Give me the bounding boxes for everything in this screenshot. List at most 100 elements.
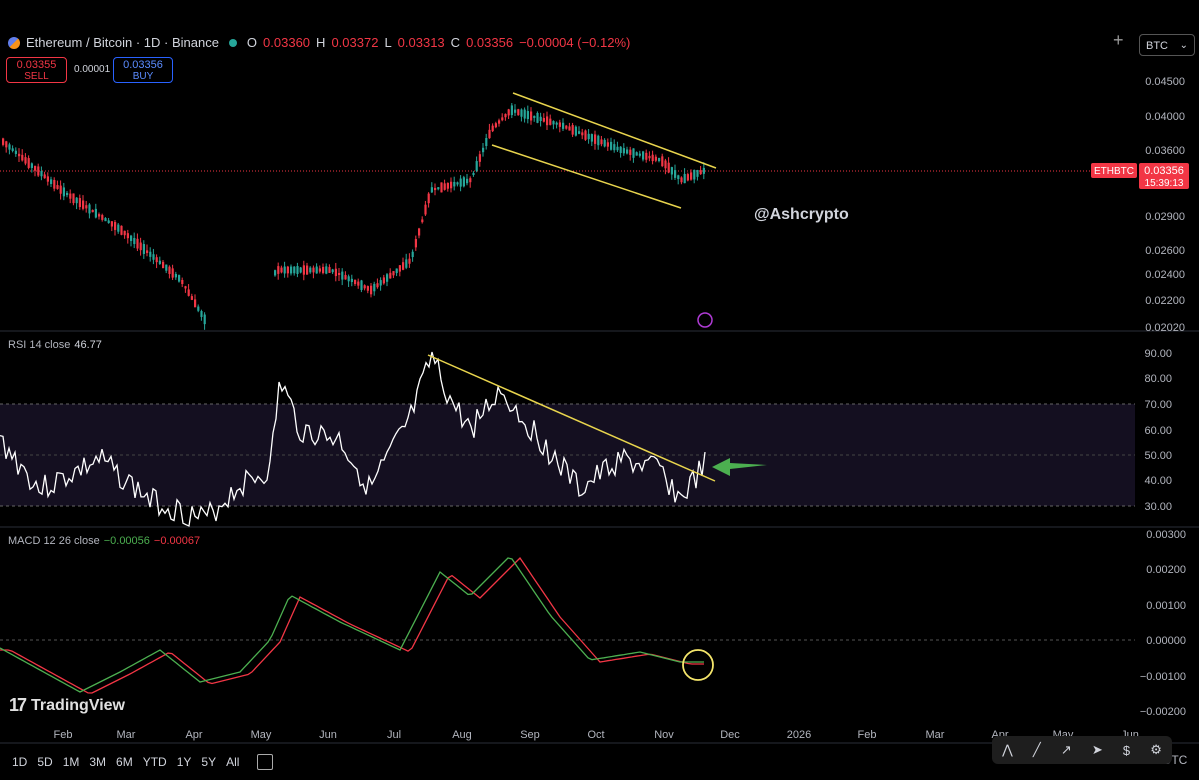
- settings-icon[interactable]: ⚙: [1150, 742, 1162, 757]
- time-axis-label: Aug: [452, 729, 472, 741]
- channel-upper-line: [512, 92, 717, 169]
- macd-axis-label: 0.00300: [1146, 529, 1186, 541]
- candle-body: [418, 228, 421, 236]
- buy-button[interactable]: 0.03356 BUY: [113, 57, 173, 83]
- candle-body: [88, 204, 91, 214]
- candle-body: [350, 278, 353, 282]
- candle-body: [443, 183, 446, 190]
- macd-line: [0, 557, 704, 693]
- candle-body: [584, 130, 587, 140]
- candle-body: [552, 121, 555, 125]
- timeframe-3m[interactable]: 3M: [89, 755, 107, 769]
- candle-body: [446, 182, 449, 189]
- currency-select-value: BTC: [1146, 40, 1168, 52]
- candle-body: [101, 215, 104, 220]
- coin-pair-icon: [8, 36, 20, 49]
- candle-body: [683, 173, 686, 184]
- timeframe-5y[interactable]: 5Y: [201, 755, 217, 769]
- candle-body: [366, 286, 369, 291]
- candle-body: [325, 266, 328, 274]
- currency-select[interactable]: BTC ⌄: [1139, 34, 1195, 56]
- candle-body: [600, 139, 603, 145]
- candle-body: [280, 267, 283, 273]
- candle-body: [411, 251, 414, 258]
- cursor-tool-icon[interactable]: ➤: [1091, 742, 1103, 757]
- candle-body: [674, 170, 677, 178]
- candle-body: [434, 187, 437, 191]
- symbol-tag-bg: [1091, 163, 1137, 178]
- brand-label: TradingView: [31, 696, 125, 714]
- candle-body: [34, 165, 37, 171]
- highlight-circle: [682, 649, 714, 681]
- candle-body: [315, 266, 318, 274]
- price-tool-icon[interactable]: $: [1122, 742, 1131, 758]
- rsi-axis-label: 50.00: [1144, 450, 1172, 462]
- timeframe-1m[interactable]: 1M: [62, 755, 80, 769]
- trendline-tool-icon[interactable]: ╱: [1032, 742, 1041, 757]
- candle-body: [62, 187, 65, 197]
- timeframe-5d[interactable]: 5D: [37, 755, 53, 769]
- candle-body: [203, 314, 206, 325]
- candle-body: [386, 274, 389, 282]
- rsi-axis-label: 80.00: [1144, 373, 1172, 385]
- candle-body: [59, 185, 62, 194]
- rsi-label: RSI 14 close: [8, 339, 71, 351]
- candle-body: [398, 265, 401, 272]
- candle-body: [75, 197, 78, 204]
- tradingview-logo-icon: 17: [9, 695, 27, 715]
- timeframe-ytd[interactable]: YTD: [142, 755, 167, 769]
- candle-body: [504, 113, 507, 118]
- current-price-label: 0.03356: [1144, 165, 1184, 177]
- candle-body: [606, 142, 609, 147]
- ray-tool-icon[interactable]: ↗: [1060, 742, 1072, 757]
- rsi-legend[interactable]: RSI 14 close 46.77: [8, 339, 102, 351]
- candle-body: [456, 182, 459, 185]
- timeframe-1d[interactable]: 1D: [12, 755, 28, 769]
- candle-body: [133, 238, 136, 244]
- candle-body: [536, 112, 539, 123]
- candle-body: [520, 109, 523, 117]
- symbol-title[interactable]: Ethereum / Bitcoin · 1D · Binance: [26, 35, 219, 50]
- time-axis-label: Mar: [117, 729, 136, 741]
- sell-button[interactable]: 0.03355 SELL: [6, 57, 67, 83]
- candle-body: [123, 230, 126, 236]
- price-axis-label: 0.02200: [1145, 295, 1185, 307]
- add-symbol-icon[interactable]: +: [1113, 30, 1124, 50]
- price-axis-label: 0.02900: [1145, 211, 1185, 223]
- candle-body: [619, 146, 622, 153]
- candle-body: [462, 177, 465, 187]
- candle-body: [402, 262, 405, 270]
- candle-body: [450, 181, 453, 189]
- candle-body: [686, 174, 689, 181]
- candle-body: [530, 111, 533, 121]
- rsi-line: [0, 351, 706, 527]
- candle-body: [408, 258, 411, 264]
- timeframe-6m[interactable]: 6M: [116, 755, 133, 769]
- time-axis-label: Mar: [926, 729, 945, 741]
- candle-body: [677, 175, 680, 180]
- candle-body: [389, 272, 392, 279]
- candle-body: [616, 146, 619, 151]
- candle-body: [382, 277, 385, 284]
- drawing-toolbar: ⋀ ╱ ↗ ➤ $ ⚙: [992, 736, 1172, 764]
- timeframe-all[interactable]: All: [226, 755, 240, 769]
- candle-body: [334, 268, 337, 277]
- calendar-icon[interactable]: [257, 754, 274, 770]
- candle-body: [597, 135, 600, 146]
- candle-body: [171, 268, 174, 278]
- candle-body: [661, 156, 664, 167]
- candle-body: [654, 156, 657, 161]
- candle-body: [347, 276, 350, 282]
- rsi-value: 46.77: [74, 339, 102, 351]
- pattern-tool-icon[interactable]: ⋀: [1002, 742, 1013, 757]
- macd-legend[interactable]: MACD 12 26 close −0.00056 −0.00067: [8, 535, 200, 547]
- timeframe-bar: 1D 5D 1M 3M 6M YTD 1Y 5Y All: [0, 744, 1199, 780]
- lightning-icon: [697, 312, 713, 328]
- candle-body: [14, 150, 17, 154]
- candle-body: [702, 167, 705, 174]
- tradingview-logo: 17 TradingView: [9, 695, 125, 716]
- timeframe-1y[interactable]: 1Y: [176, 755, 192, 769]
- price-axis-label: 0.02400: [1145, 269, 1185, 281]
- candle-body: [11, 148, 14, 151]
